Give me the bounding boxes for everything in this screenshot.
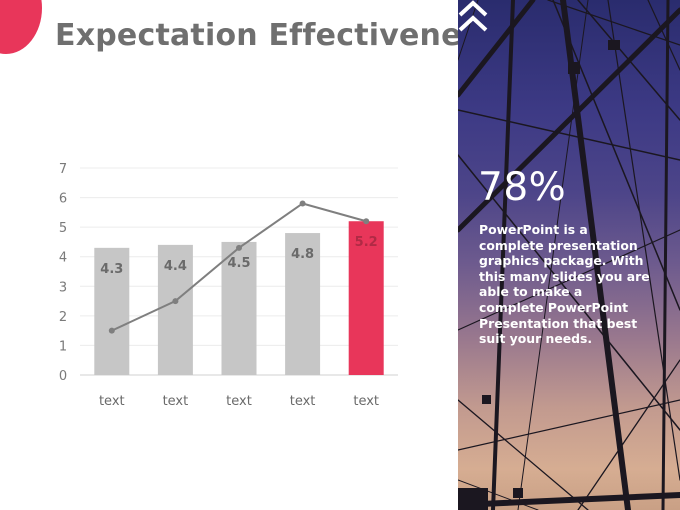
data-label: 4.5 [227,256,250,271]
stat-percentage: 78% [478,165,567,210]
line-point [299,200,306,207]
data-label: 4.4 [164,259,187,274]
y-tick-label: 3 [59,280,67,295]
bar-line-chart: 0 1 2 3 4 5 6 7 4.3 4.4 4.5 4.8 5.2 text text text text t… [59,162,398,409]
bar [221,241,257,375]
data-label: 4.8 [291,247,314,262]
y-tick-label: 0 [59,369,67,384]
bar [348,221,384,375]
y-tick-label: 4 [59,251,67,266]
data-label: 4.3 [100,262,123,277]
x-tick-label: text [290,394,316,409]
x-tick-label: text [353,394,379,409]
line-point [363,218,370,225]
double-chevron-up-icon [458,0,488,32]
y-tick-label: 5 [59,221,67,236]
slide-title: Expectation Effectiveness [55,18,498,53]
x-tick-label: text [99,394,125,409]
y-tick-label: 2 [59,310,67,325]
y-tick-label: 6 [59,192,67,207]
x-tick-label: text [226,394,252,409]
bridge-cables-graphic [458,0,680,510]
line-point [172,298,179,305]
bar [157,244,193,375]
line-point [236,244,242,251]
y-tick-label: 7 [59,162,67,177]
line-point [108,327,115,334]
stat-description: PowerPoint is a complete presentation gr… [479,222,650,347]
data-label: 5.2 [355,235,378,250]
bridge-photo-panel: 78% PowerPoint is a complete presentatio… [458,0,680,510]
bar [94,247,130,375]
bar [285,233,321,375]
x-tick-label: text [163,394,189,409]
y-tick-label: 1 [59,339,67,354]
